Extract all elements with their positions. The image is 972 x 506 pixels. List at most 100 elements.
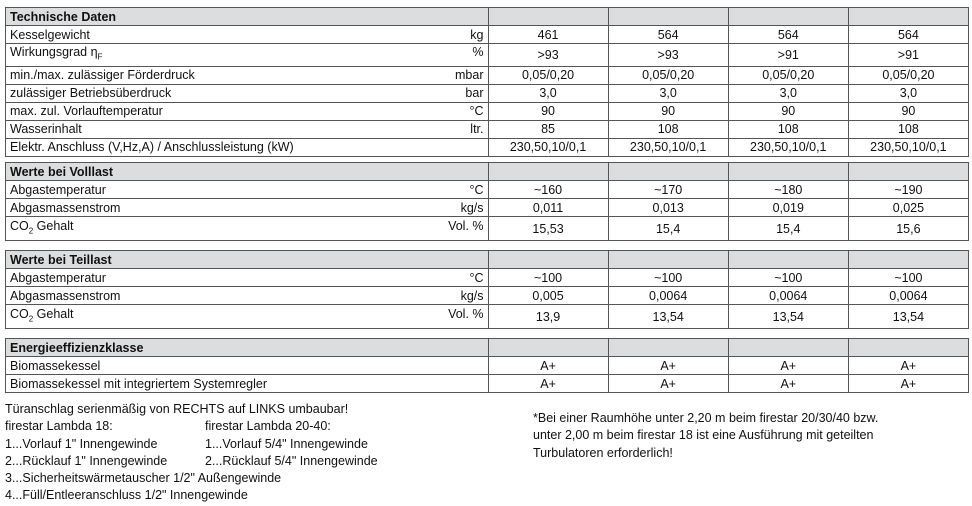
value-cell: 230,50,10/0,1	[607, 137, 729, 157]
row-label: Abgastemperatur	[10, 182, 106, 197]
value-cell: 90	[847, 101, 970, 121]
value-cell: 0,005	[487, 286, 609, 305]
header-cell	[487, 162, 609, 181]
row-label: Wasserinhalt	[10, 122, 82, 136]
value-cell: 90	[727, 101, 849, 121]
section-header: Technische Daten	[5, 7, 970, 26]
row-label-cell: Wirkungsgrad ηF%	[5, 43, 489, 67]
table-row: Kesselgewicht kg 461 564 564 564	[5, 25, 970, 44]
value-cell: 0,05/0,20	[487, 65, 609, 85]
table-row: CO2 Gehalt Vol. % 13,9 13,54 13,54 13,54	[5, 304, 970, 329]
lambda-20-40-title: firestar Lambda 20-40:	[205, 419, 331, 434]
lambda-18-title: firestar Lambda 18:	[5, 419, 113, 434]
header-cell	[847, 7, 970, 26]
lambda-20-40-item: 2...Rücklauf 5/4" Innengewinde	[205, 453, 378, 468]
row-label-cell: Biomassekessel mit integriertem Systemre…	[5, 374, 489, 393]
value-cell: ~190	[847, 180, 970, 199]
table-row: Biomassekessel mit integriertem Systemre…	[5, 374, 970, 393]
value-cell: 0,05/0,20	[727, 65, 849, 85]
section-title: Technische Daten	[5, 7, 489, 26]
section-table: Werte bei Volllast Abgastemperatur °C ~160 ~…	[5, 162, 970, 241]
row-label-cell: Wasserinhalt ltr.	[5, 119, 489, 139]
value-cell: A+	[487, 374, 609, 393]
value-cell: ~170	[607, 180, 729, 199]
value-cell: 90	[607, 101, 729, 121]
header-cell	[607, 338, 729, 357]
value-cell: 564	[607, 25, 729, 44]
row-label: Abgastemperatur	[10, 270, 106, 285]
header-cell	[487, 7, 609, 26]
header-cell	[727, 7, 849, 26]
value-cell: ~180	[727, 180, 849, 199]
value-cell: 13,9	[487, 304, 609, 329]
value-cell: ~100	[727, 268, 849, 287]
row-label-cell: CO2 Gehalt Vol. %	[5, 304, 489, 329]
row-label-cell: Kesselgewicht kg	[5, 25, 489, 44]
value-cell: 3,0	[487, 83, 609, 103]
row-label: max. zul. Vorlauftemperatur	[10, 104, 163, 118]
value-cell: 564	[847, 25, 970, 44]
row-unit: %	[472, 45, 484, 59]
value-cell: A+	[847, 374, 970, 393]
value-cell: 0,013	[607, 198, 729, 217]
value-cell: 230,50,10/0,1	[847, 137, 970, 157]
table-row: Elektr. Anschluss (V,Hz,A) / Anschlussle…	[5, 137, 970, 157]
row-unit: Vol. %	[448, 306, 484, 321]
row-unit: Vol. %	[448, 218, 484, 233]
value-cell: >91	[727, 43, 849, 67]
section-title: Energieeffizienzklasse	[5, 338, 489, 357]
value-cell: 108	[847, 119, 970, 139]
table-row: max. zul. Vorlauftemperatur °C 90 90 90 90	[5, 101, 970, 121]
section-table: Werte bei Teillast Abgastemperatur °C ~100 ~…	[5, 250, 970, 329]
footnote-line: *Bei einer Raumhöhe unter 2,20 m beim fi…	[533, 411, 879, 425]
value-cell: A+	[487, 356, 609, 375]
header-cell	[847, 338, 970, 357]
row-unit: kg	[470, 27, 484, 42]
lambda-20-40-notes: firestar Lambda 20-40: 1...Vorlauf 5/4" …	[205, 418, 378, 470]
value-cell: 0,0064	[847, 286, 970, 305]
row-label: Abgasmassenstrom	[10, 200, 121, 215]
row-label: CO2 Gehalt	[10, 306, 74, 324]
table-row: Wirkungsgrad ηF% >93 >93 >91 >91	[5, 43, 970, 67]
value-cell: >91	[847, 43, 970, 67]
table-row: Abgastemperatur °C ~100 ~100 ~100 ~100	[5, 268, 970, 287]
value-cell: 0,0064	[727, 286, 849, 305]
row-label-cell: Abgastemperatur °C	[5, 268, 489, 287]
header-cell	[487, 250, 609, 269]
value-cell: 13,54	[607, 304, 729, 329]
value-cell: 0,05/0,20	[607, 65, 729, 85]
section-title: Werte bei Volllast	[5, 162, 489, 181]
value-cell: ~160	[487, 180, 609, 199]
value-cell: 0,0064	[607, 286, 729, 305]
section-title: Werte bei Teillast	[5, 250, 489, 269]
section-header: Werte bei Teillast	[5, 250, 970, 269]
row-label-cell: max. zul. Vorlauftemperatur °C	[5, 101, 489, 121]
row-label: zulässiger Betriebsüberdruck	[10, 86, 172, 100]
header-cell	[607, 250, 729, 269]
footnote-line: Turbulatoren erforderlich!	[533, 445, 673, 460]
value-cell: A+	[847, 356, 970, 375]
value-cell: 3,0	[607, 83, 729, 103]
row-label: Wirkungsgrad ηF	[10, 45, 103, 62]
table-row: Abgasmassenstrom kg/s 0,011 0,013 0,019 0,025	[5, 198, 970, 217]
value-cell: 0,011	[487, 198, 609, 217]
table-row: CO2 Gehalt Vol. % 15,53 15,4 15,4 15,6	[5, 216, 970, 241]
value-cell: 108	[607, 119, 729, 139]
header-cell	[727, 162, 849, 181]
table-row: Abgasmassenstrom kg/s 0,005 0,0064 0,0064 0,0…	[5, 286, 970, 305]
door-note: Türanschlag serienmäßig von RECHTS auf L…	[5, 402, 349, 416]
row-unit: mbar	[455, 68, 484, 82]
value-cell: A+	[607, 356, 729, 375]
value-cell: ~100	[487, 268, 609, 287]
value-cell: 15,6	[847, 216, 970, 241]
table-row: Wasserinhalt ltr. 85 108 108 108	[5, 119, 970, 139]
row-label-cell: CO2 Gehalt Vol. %	[5, 216, 489, 241]
row-label: min./max. zulässiger Förderdruck	[10, 68, 195, 82]
section-table: Energieeffizienzklasse Biomassekessel A+ A+…	[5, 338, 970, 393]
row-label: CO2 Gehalt	[10, 218, 74, 236]
header-cell	[487, 338, 609, 357]
value-cell: A+	[727, 374, 849, 393]
value-cell: 0,025	[847, 198, 970, 217]
value-cell: 0,05/0,20	[847, 65, 970, 85]
section-header: Energieeffizienzklasse	[5, 338, 970, 357]
